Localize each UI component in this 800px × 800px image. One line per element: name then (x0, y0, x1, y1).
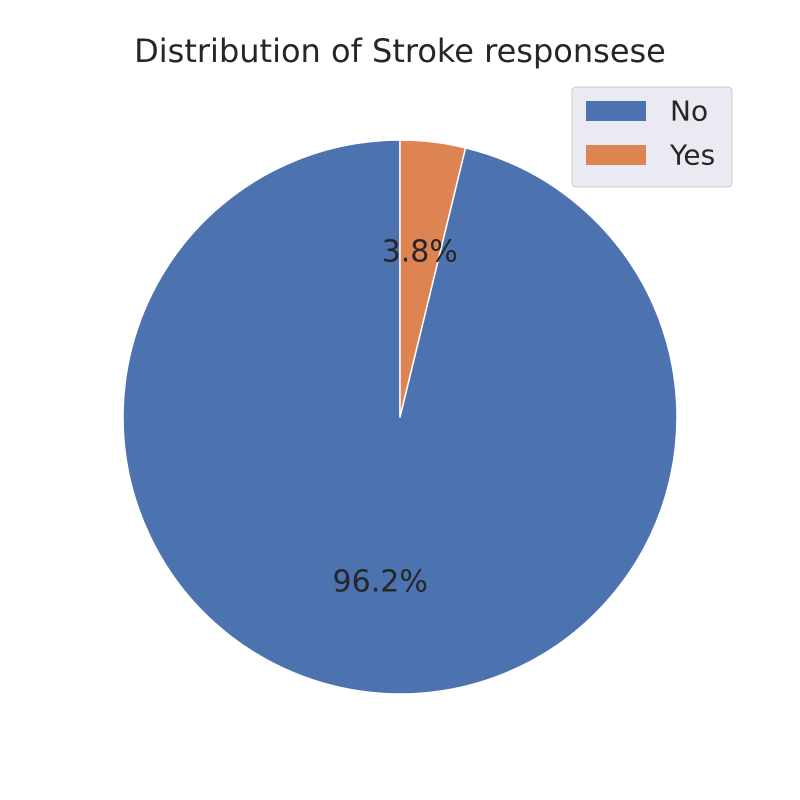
chart-title: Distribution of Stroke responsese (134, 32, 666, 70)
slice-label-no: 96.2% (333, 565, 428, 600)
legend-label-no: No (670, 95, 708, 128)
pie-slice-labels: 96.2% 3.8% (333, 234, 458, 599)
slice-label-yes: 3.8% (382, 234, 458, 269)
legend: No Yes (571, 86, 733, 188)
legend-swatch-no (586, 101, 646, 121)
pie-slice-yes (399, 139, 467, 418)
pie-slices (122, 139, 678, 695)
legend-swatch-yes (586, 145, 646, 165)
legend-label-yes: Yes (669, 139, 715, 172)
